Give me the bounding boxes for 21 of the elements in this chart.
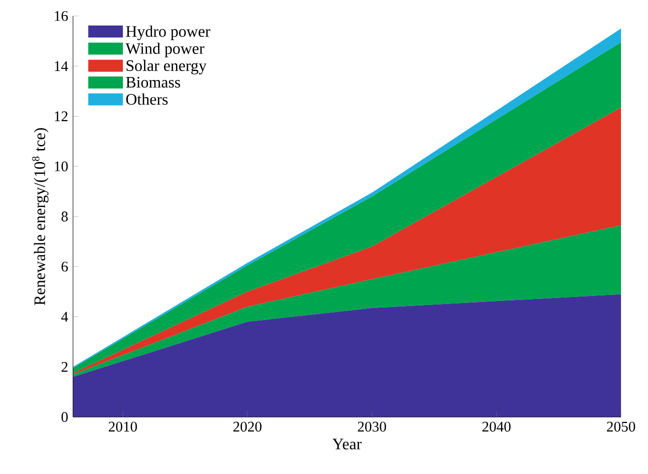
y-tick-label: 6: [62, 262, 68, 272]
y-tick-label: 16: [54, 11, 68, 21]
x-tick-label: 2010: [108, 422, 137, 432]
x-axis-title: Year: [332, 438, 362, 450]
y-tick-label: 8: [62, 212, 68, 222]
legend-label: Wind power: [126, 42, 204, 58]
legend-label: Biomass: [126, 76, 180, 88]
y-tick-label: 12: [54, 111, 68, 122]
x-tick-label: 2030: [358, 422, 386, 432]
y-tick-label: 10: [54, 161, 68, 172]
legend-label: Hydro power: [126, 26, 210, 40]
x-tick-label: 2040: [482, 422, 511, 432]
y-tick-label: 14: [54, 61, 68, 71]
legend-label: Others: [126, 94, 168, 105]
y-tick-label: 2: [62, 362, 68, 372]
y-tick-label: 4: [61, 312, 68, 322]
y-tick-label: 0: [62, 412, 68, 422]
x-tick-label: 2020: [233, 422, 262, 432]
legend-label: Solar energy: [126, 60, 207, 74]
x-tick-label: 2050: [606, 422, 636, 432]
y-axis-title: Renewable energy/(10$^{8}$ tce): [32, 128, 48, 306]
